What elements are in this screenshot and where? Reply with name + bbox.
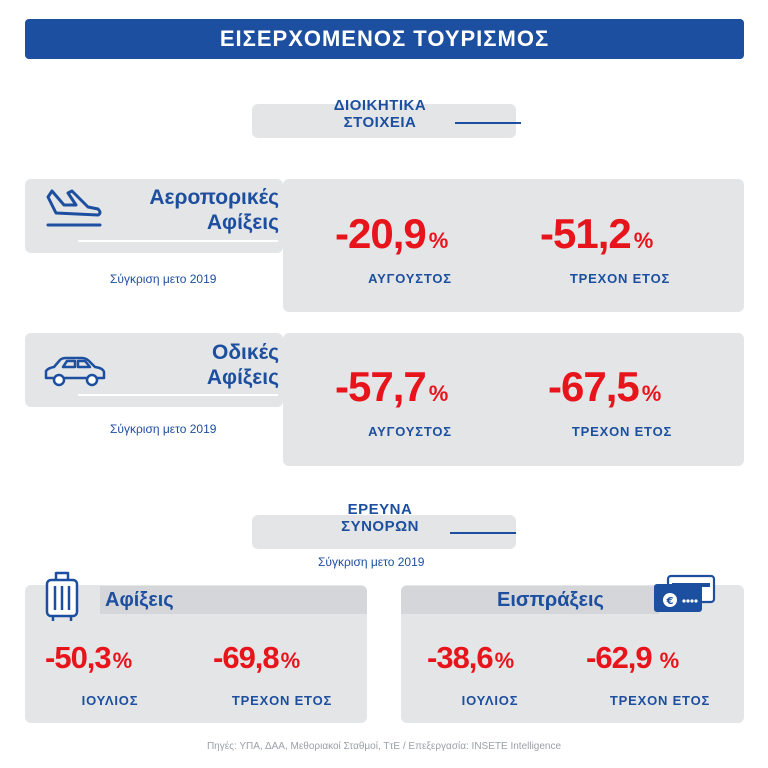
- arrivals-stat-1-number: -50,3: [45, 640, 112, 675]
- road-stat-2-number: -67,5: [548, 363, 640, 410]
- percent-sign: %: [659, 648, 680, 673]
- credit-card-icon: €: [654, 574, 716, 612]
- section-title-line2: ΣΥΝΟΡΩΝ: [341, 518, 419, 535]
- section-title-admin: ΔΙΟΙΚΗΤΙΚΑ ΣΤΟΙΧΕΙΑ: [300, 97, 460, 131]
- receipts-stat-2-label: ΤΡΕΧΟΝ ΕΤΟΣ: [609, 693, 711, 708]
- percent-sign: %: [428, 228, 449, 253]
- road-stat-1-value: -57,7%: [335, 363, 448, 411]
- air-title-line1: Αεροπορικές: [149, 186, 279, 209]
- airplane-landing-icon: [46, 189, 102, 227]
- receipts-title-bar: [401, 586, 659, 614]
- page-title: ΕΙΣΕΡΧΟΜΕΝΟΣ ΤΟΥΡΙΣΜΟΣ: [25, 19, 744, 59]
- air-stat-2-value: -51,2%: [540, 210, 653, 258]
- receipts-stat-2-value: -62,9%: [586, 640, 679, 676]
- section-title-line1: ΕΡΕΥΝΑ: [347, 501, 413, 518]
- road-title-line1: Οδικές: [211, 341, 279, 364]
- road-title: Οδικές Αφίξεις: [95, 340, 279, 390]
- arrivals-stat-2-value: -69,8%: [213, 640, 300, 676]
- arrivals-title-bar: [100, 586, 367, 614]
- section-title-survey: ΕΡΕΥΝΑ ΣΥΝΟΡΩΝ: [300, 501, 460, 535]
- receipts-stat-1-label: ΙΟΥΛΙΟΣ: [461, 693, 519, 708]
- arrivals-stat-1-label: ΙΟΥΛΙΟΣ: [81, 693, 139, 708]
- air-comparison-note: Σύγκριση μετο 2019: [110, 272, 217, 286]
- air-title: Αεροπορικές Αφίξεις: [95, 185, 279, 235]
- section-divider: [455, 122, 521, 124]
- section-label-box: [252, 104, 516, 138]
- percent-sign: %: [112, 648, 133, 673]
- arrivals-title: Αφίξεις: [105, 589, 174, 611]
- air-stat-1-value: -20,9%: [335, 210, 448, 258]
- air-title-underline: [78, 240, 278, 242]
- survey-comparison-note: Σύγκριση μετο 2019: [318, 555, 425, 569]
- air-stat-1-number: -20,9: [335, 210, 427, 257]
- percent-sign: %: [633, 228, 654, 253]
- percent-sign: %: [428, 381, 449, 406]
- section-title-line1: ΔΙΟΙΚΗΤΙΚΑ: [333, 97, 427, 114]
- road-stats-panel: [283, 333, 744, 466]
- suitcase-icon: [45, 571, 79, 621]
- road-stat-1-number: -57,7: [335, 363, 427, 410]
- arrivals-stat-1-value: -50,3%: [45, 640, 132, 676]
- arrivals-stat-2-number: -69,8: [213, 640, 280, 675]
- road-stat-1-label: ΑΥΓΟΥΣΤΟΣ: [368, 424, 452, 439]
- air-stat-1-label: ΑΥΓΟΥΣΤΟΣ: [368, 271, 452, 286]
- percent-sign: %: [494, 648, 515, 673]
- road-comparison-note: Σύγκριση μετο 2019: [110, 422, 217, 436]
- car-icon: [44, 356, 106, 387]
- road-title-underline: [78, 394, 278, 396]
- air-title-line2: Αφίξεις: [206, 211, 279, 234]
- section-title-line2: ΣΤΟΙΧΕΙΑ: [343, 114, 417, 131]
- air-stat-2-number: -51,2: [540, 210, 632, 257]
- percent-sign: %: [641, 381, 662, 406]
- receipts-stat-1-number: -38,6: [427, 640, 494, 675]
- arrivals-stat-2-label: ΤΡΕΧΟΝ ΕΤΟΣ: [231, 693, 333, 708]
- air-stats-panel: [283, 179, 744, 312]
- receipts-title: Εισπράξεις: [497, 589, 604, 611]
- road-stat-2-value: -67,5%: [548, 363, 661, 411]
- receipts-stat-1-value: -38,6%: [427, 640, 514, 676]
- source-footnote: Πηγές: ΥΠΑ, ΔΑΑ, Μεθοριακοί Σταθμοί, ΤτΕ…: [206, 741, 562, 752]
- air-stat-2-label: ΤΡΕΧΟΝ ΕΤΟΣ: [569, 271, 671, 286]
- section-divider: [450, 532, 516, 534]
- percent-sign: %: [280, 648, 301, 673]
- road-title-line2: Αφίξεις: [206, 366, 279, 389]
- road-stat-2-label: ΤΡΕΧΟΝ ΕΤΟΣ: [571, 424, 673, 439]
- svg-text:€: €: [666, 596, 674, 607]
- receipts-stat-2-number: -62,9: [586, 640, 653, 675]
